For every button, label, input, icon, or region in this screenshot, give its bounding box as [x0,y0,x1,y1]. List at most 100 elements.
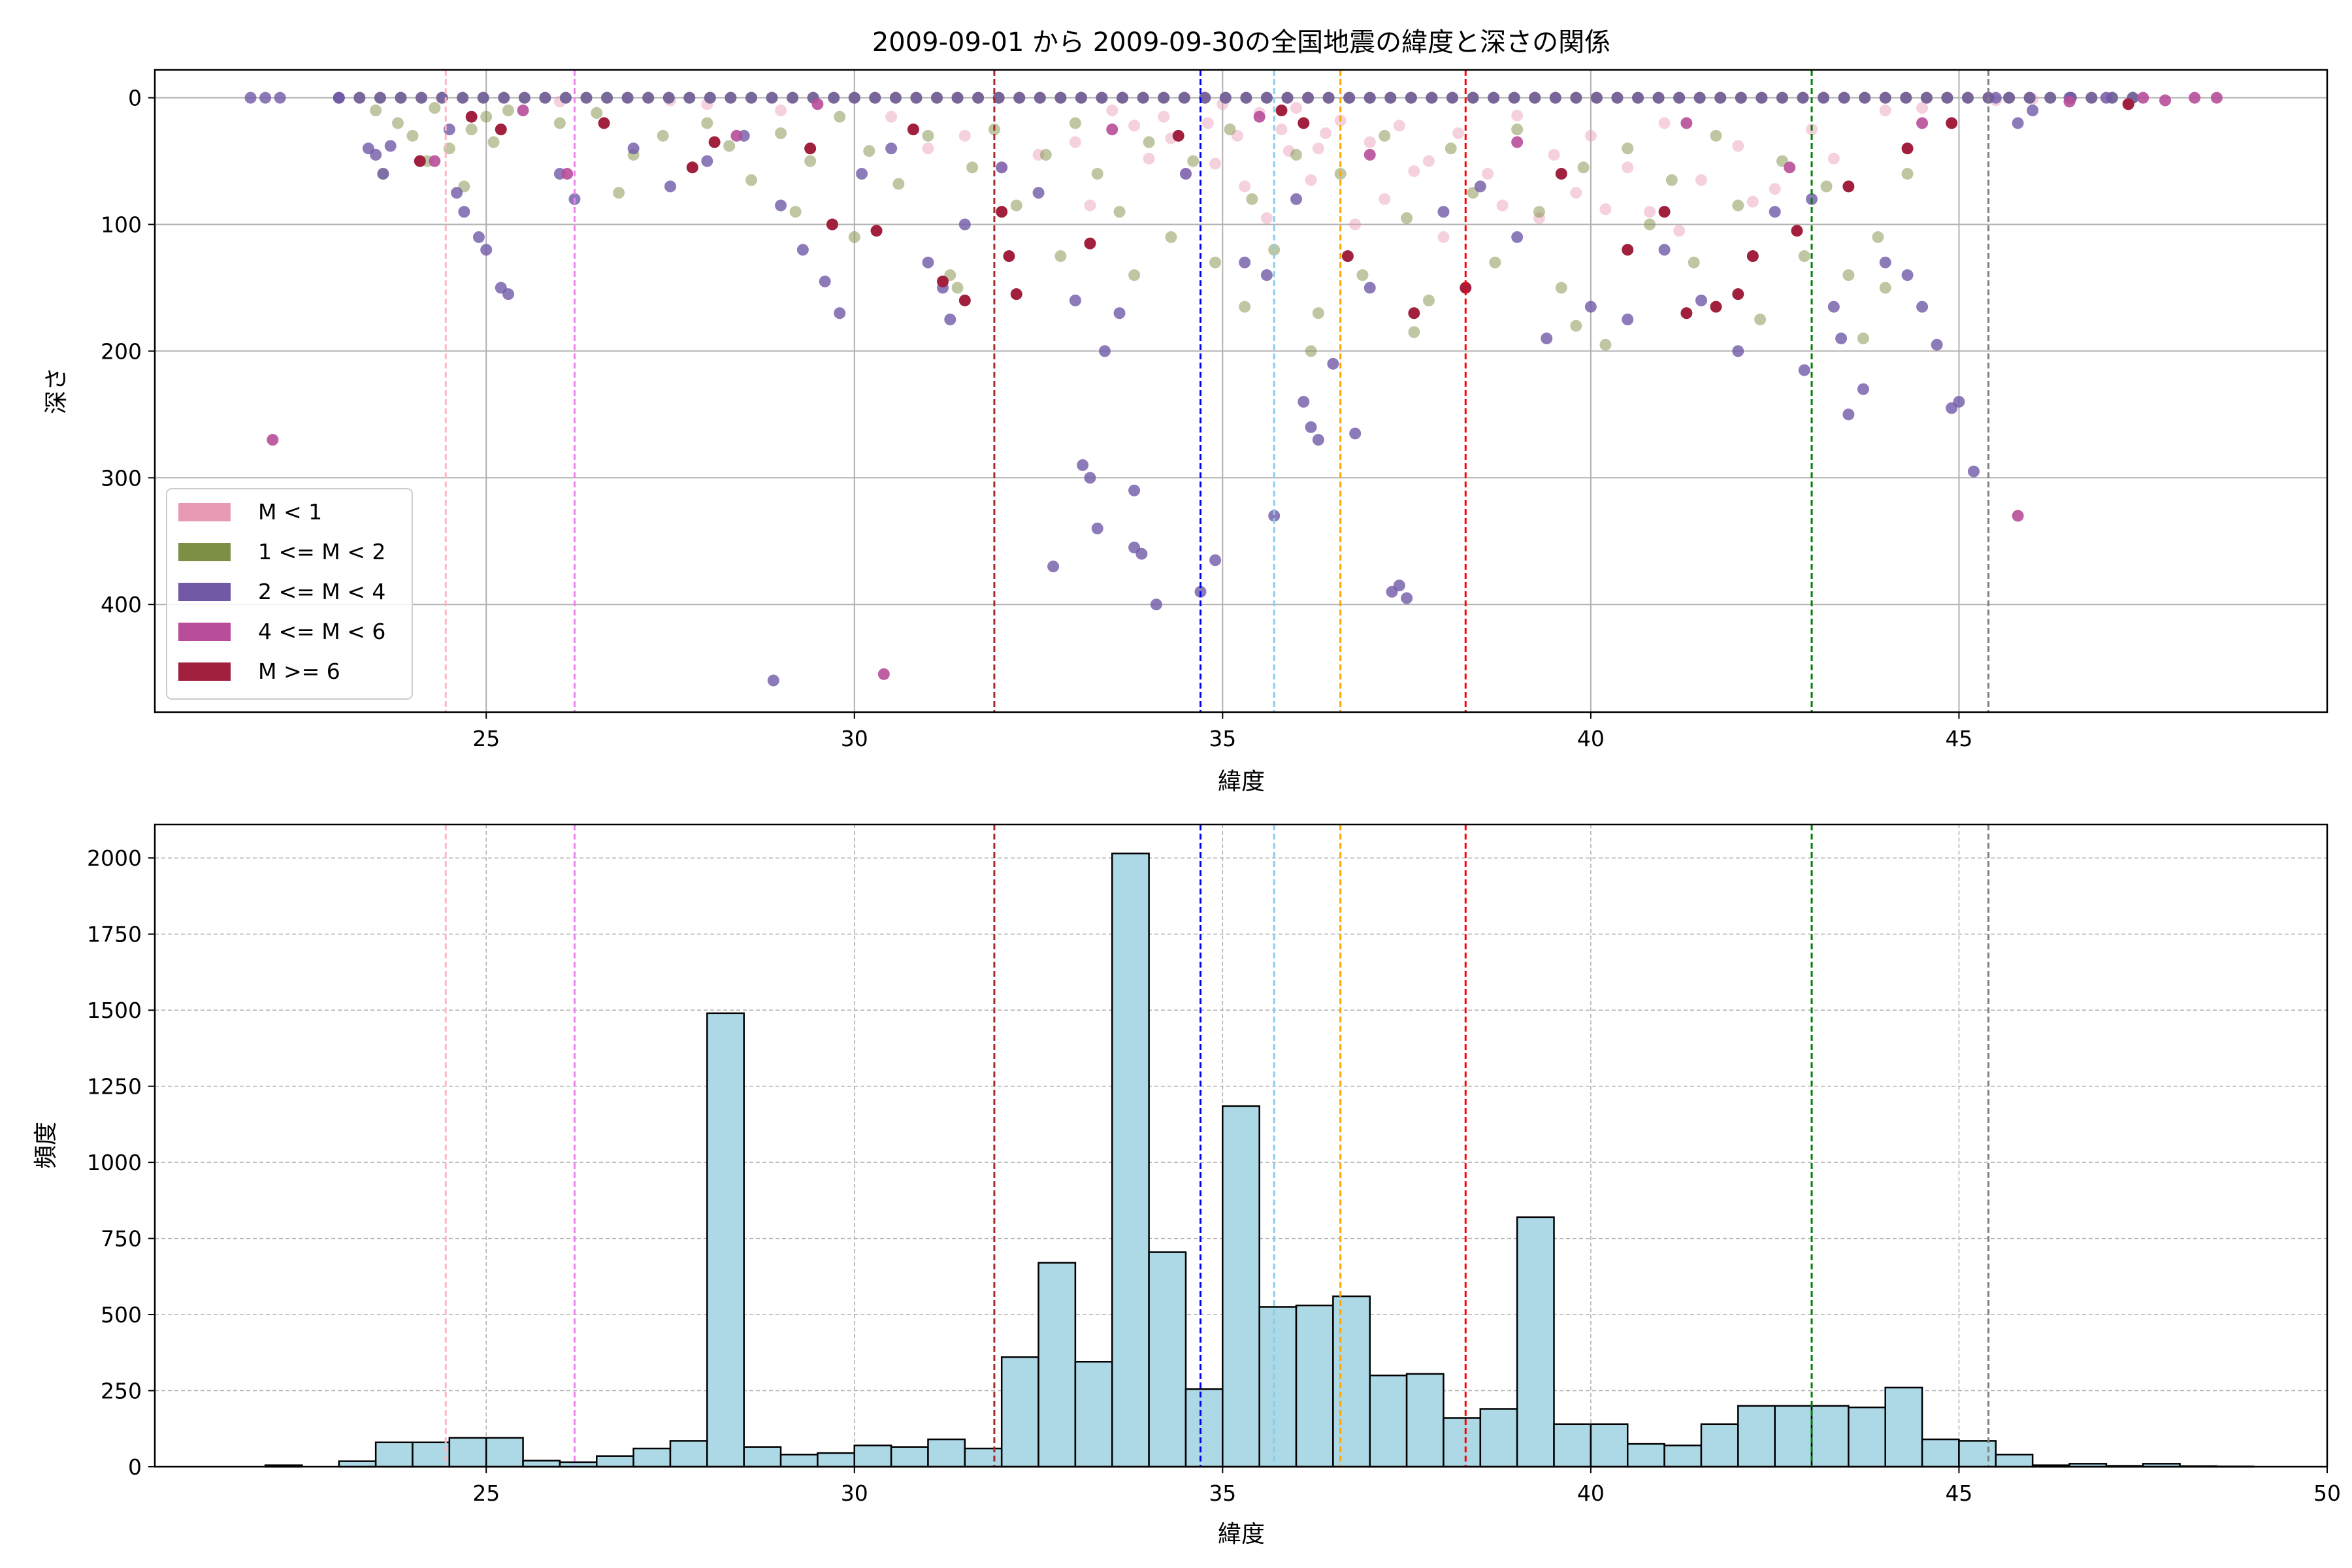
histogram-y-tick-label: 1500 [87,998,142,1023]
scatter-point [1916,102,1929,114]
histogram-y-tick-label: 500 [101,1302,142,1328]
scatter-point [1239,301,1251,313]
histogram-vlines [444,825,1990,1467]
histogram-bar [1626,1443,1665,1468]
scatter-point [1735,91,1747,104]
scatter-point [539,91,551,104]
scatter-point [1488,91,1500,104]
scatter-point [416,91,428,104]
scatter-point [951,91,964,104]
scatter-point [1320,127,1332,139]
scatter-point [1260,91,1273,104]
scatter-point [1842,408,1855,421]
scatter-point [730,129,743,142]
scatter-point [958,129,971,142]
legend-swatch [178,543,231,561]
scatter-point [1178,91,1190,104]
scatter-point [657,129,669,142]
scatter-point [708,136,721,148]
histogram-bar [1774,1405,1813,1468]
scatter-point [1791,225,1803,237]
scatter-point [395,91,407,104]
scatter-point [1622,161,1634,174]
scatter-point [1673,91,1686,104]
scatter-point [992,91,1005,104]
scatter-point [1069,117,1081,129]
scatter-grid [155,70,2327,712]
scatter-point [2085,91,2098,104]
histogram-bar [1111,853,1150,1468]
scatter-point [1224,123,1236,136]
legend-swatch [178,623,231,641]
scatter-x-tick-label: 25 [472,726,500,751]
histogram-bar [374,1441,414,1468]
scatter-point [1859,91,1871,104]
scatter-point [2012,117,2024,129]
scatter-point [1077,459,1089,471]
histogram-bar [1553,1423,1592,1468]
scatter-point [848,91,860,104]
histogram-bar [706,1012,745,1468]
scatter-point [1117,91,1129,104]
scatter-point [1953,395,1965,408]
scatter-point [1695,174,1707,186]
scatter-point [498,91,510,104]
scatter-point [465,110,478,123]
scatter-point [775,127,787,139]
scatter-point [1570,187,1582,199]
scatter-point [1920,91,1933,104]
scatter-point [1818,91,1830,104]
scatter-point [1098,345,1111,357]
scatter-point [477,91,489,104]
scatter-point [1599,203,1612,216]
histogram-y-tick-label: 1750 [87,922,142,947]
scatter-point [1312,142,1324,155]
scatter-point [465,123,478,136]
scatter-point [1187,155,1200,167]
scatter-point [1281,91,1294,104]
scatter-point [1253,110,1266,123]
histogram-x-ticks: 25 30 35 40 45 50 [472,1467,2341,1506]
scatter-point [1128,269,1141,282]
scatter-point [1209,256,1222,269]
scatter-point [1835,333,1848,345]
scatter-series-m_2_4 [244,91,2139,687]
scatter-point [1632,91,1644,104]
histogram-bar [1148,1251,1187,1468]
scatter-point [1268,244,1281,256]
scatter-point [1732,345,1744,357]
scatter-point [1379,193,1391,205]
scatter-point [804,142,817,155]
scatter-point [1165,231,1177,243]
scatter-point [892,178,905,190]
scatter-point [1680,117,1693,129]
scatter-point [1941,91,1953,104]
histogram-bar [1479,1408,1518,1468]
scatter-point [1408,307,1420,319]
scatter-y-tick-label: 100 [101,212,142,238]
scatter-point [662,91,675,104]
scatter-point [1570,319,1582,332]
legend-swatch [178,662,231,681]
scatter-point [1384,91,1397,104]
scatter-point [1652,91,1665,104]
scatter-point [502,105,515,117]
scatter-point [1511,109,1524,122]
scatter-point [889,91,902,104]
scatter-point [1577,161,1590,174]
histogram-x-tick-label: 35 [1209,1480,1236,1506]
histogram-bar [890,1446,929,1468]
scatter-point [1135,547,1148,560]
histogram-bar [964,1447,1003,1468]
scatter-point [996,161,1008,174]
scatter-point [1599,338,1612,351]
histogram-bar [1663,1445,1703,1468]
scatter-point [1364,282,1376,294]
scatter-point [1784,161,1796,174]
scatter-point [598,117,610,129]
scatter-legend: M < 1 1 <= M < 2 2 <= M < 4 4 <= M < 6 M >= … [166,488,413,700]
scatter-point [517,105,529,117]
scatter-vlines [444,70,1990,712]
scatter-point [922,256,934,269]
scatter-point [1879,105,1891,117]
